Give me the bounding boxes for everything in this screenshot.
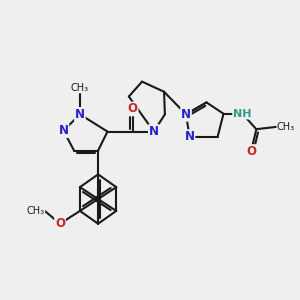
Text: NH: NH xyxy=(233,109,251,119)
Text: O: O xyxy=(246,145,256,158)
Text: CH₃: CH₃ xyxy=(277,122,295,132)
Text: N: N xyxy=(184,130,194,143)
Text: O: O xyxy=(55,217,65,230)
Text: N: N xyxy=(149,125,159,138)
Text: N: N xyxy=(181,108,191,121)
Text: O: O xyxy=(128,103,138,116)
Text: CH₃: CH₃ xyxy=(71,82,89,93)
Text: N: N xyxy=(58,124,68,137)
Text: CH₃: CH₃ xyxy=(27,206,45,216)
Text: N: N xyxy=(75,108,85,121)
